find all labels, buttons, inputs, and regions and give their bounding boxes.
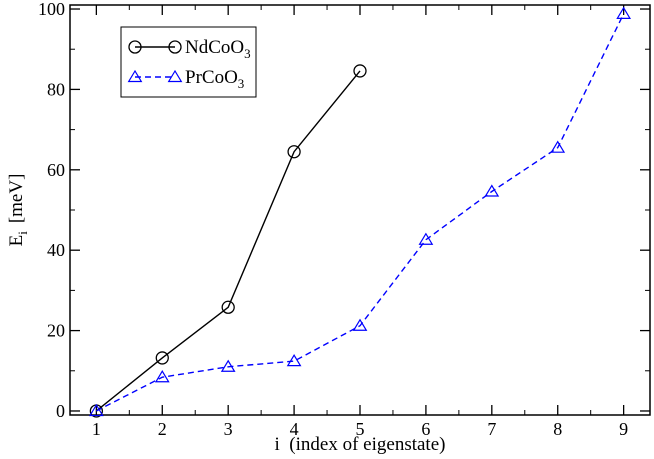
legend-marker-ndcoo3 [128, 40, 142, 54]
x-tick-label: 5 [356, 419, 365, 439]
data-point-prcoo3 [220, 359, 236, 372]
data-point-prcoo3 [286, 353, 302, 367]
x-tick-label: 3 [224, 419, 233, 439]
data-point-prcoo3 [154, 370, 170, 383]
data-point-ndcoo3 [155, 351, 169, 365]
data-point-prcoo3 [89, 403, 104, 417]
data-point-prcoo3 [484, 184, 500, 197]
legend: NdCoO3 PrCoO3 [120, 26, 257, 98]
series-layer [89, 6, 631, 418]
legend-box [120, 26, 257, 98]
y-axis-label-subscript: i [15, 231, 30, 235]
data-point-prcoo3 [352, 318, 368, 331]
data-point-ndcoo3 [287, 145, 301, 159]
y-tick-label: 100 [38, 0, 65, 19]
y-axis-label-main: E [6, 235, 27, 247]
data-point-ndcoo3 [353, 64, 367, 78]
legend-label-prcoo3: PrCoO3 [185, 67, 244, 91]
data-point-prcoo3 [550, 140, 566, 153]
x-tick-label: 4 [290, 419, 299, 439]
y-tick-label: 0 [56, 401, 65, 421]
x-tick-label: 7 [487, 419, 496, 439]
svg-text:Ei[meV]: Ei [meV] [6, 174, 30, 247]
y-tick-label: 80 [47, 79, 65, 99]
data-point-prcoo3 [418, 232, 434, 245]
y-tick-label: 60 [47, 160, 65, 180]
legend-label-ndcoo3: NdCoO3 [185, 37, 251, 61]
x-tick-label: 6 [421, 419, 430, 439]
y-axis-label: Ei [meV] [6, 174, 30, 247]
legend-marker-prcoo3 [127, 69, 143, 83]
series-line-ndcoo3 [95, 70, 361, 412]
series-line-prcoo3 [96, 13, 625, 412]
axis-ticks [70, 5, 650, 415]
legend-entry-prcoo3: PrCoO3 [127, 67, 244, 91]
legend-marker-prcoo3 [167, 69, 183, 83]
y-axis-label-unit: [meV] [6, 174, 27, 224]
series-ndcoo3 [89, 64, 367, 418]
y-tick-label: 20 [47, 321, 65, 341]
axis-tick-labels: 1 2 3 4 5 6 7 8 9 0 20 40 60 80 100 [38, 0, 628, 439]
legend-entry-ndcoo3: NdCoO3 [128, 37, 251, 61]
data-point-ndcoo3 [221, 300, 235, 314]
x-tick-label: 8 [553, 419, 562, 439]
x-tick-label: 1 [92, 419, 101, 439]
x-axis-label: i (index of eigenstate) [275, 434, 446, 455]
x-tick-label: 9 [619, 419, 628, 439]
series-prcoo3 [89, 6, 631, 417]
x-tick-label: 2 [158, 419, 167, 439]
legend-marker-ndcoo3 [168, 40, 182, 54]
data-point-prcoo3 [616, 6, 631, 19]
y-tick-label: 40 [47, 240, 65, 260]
